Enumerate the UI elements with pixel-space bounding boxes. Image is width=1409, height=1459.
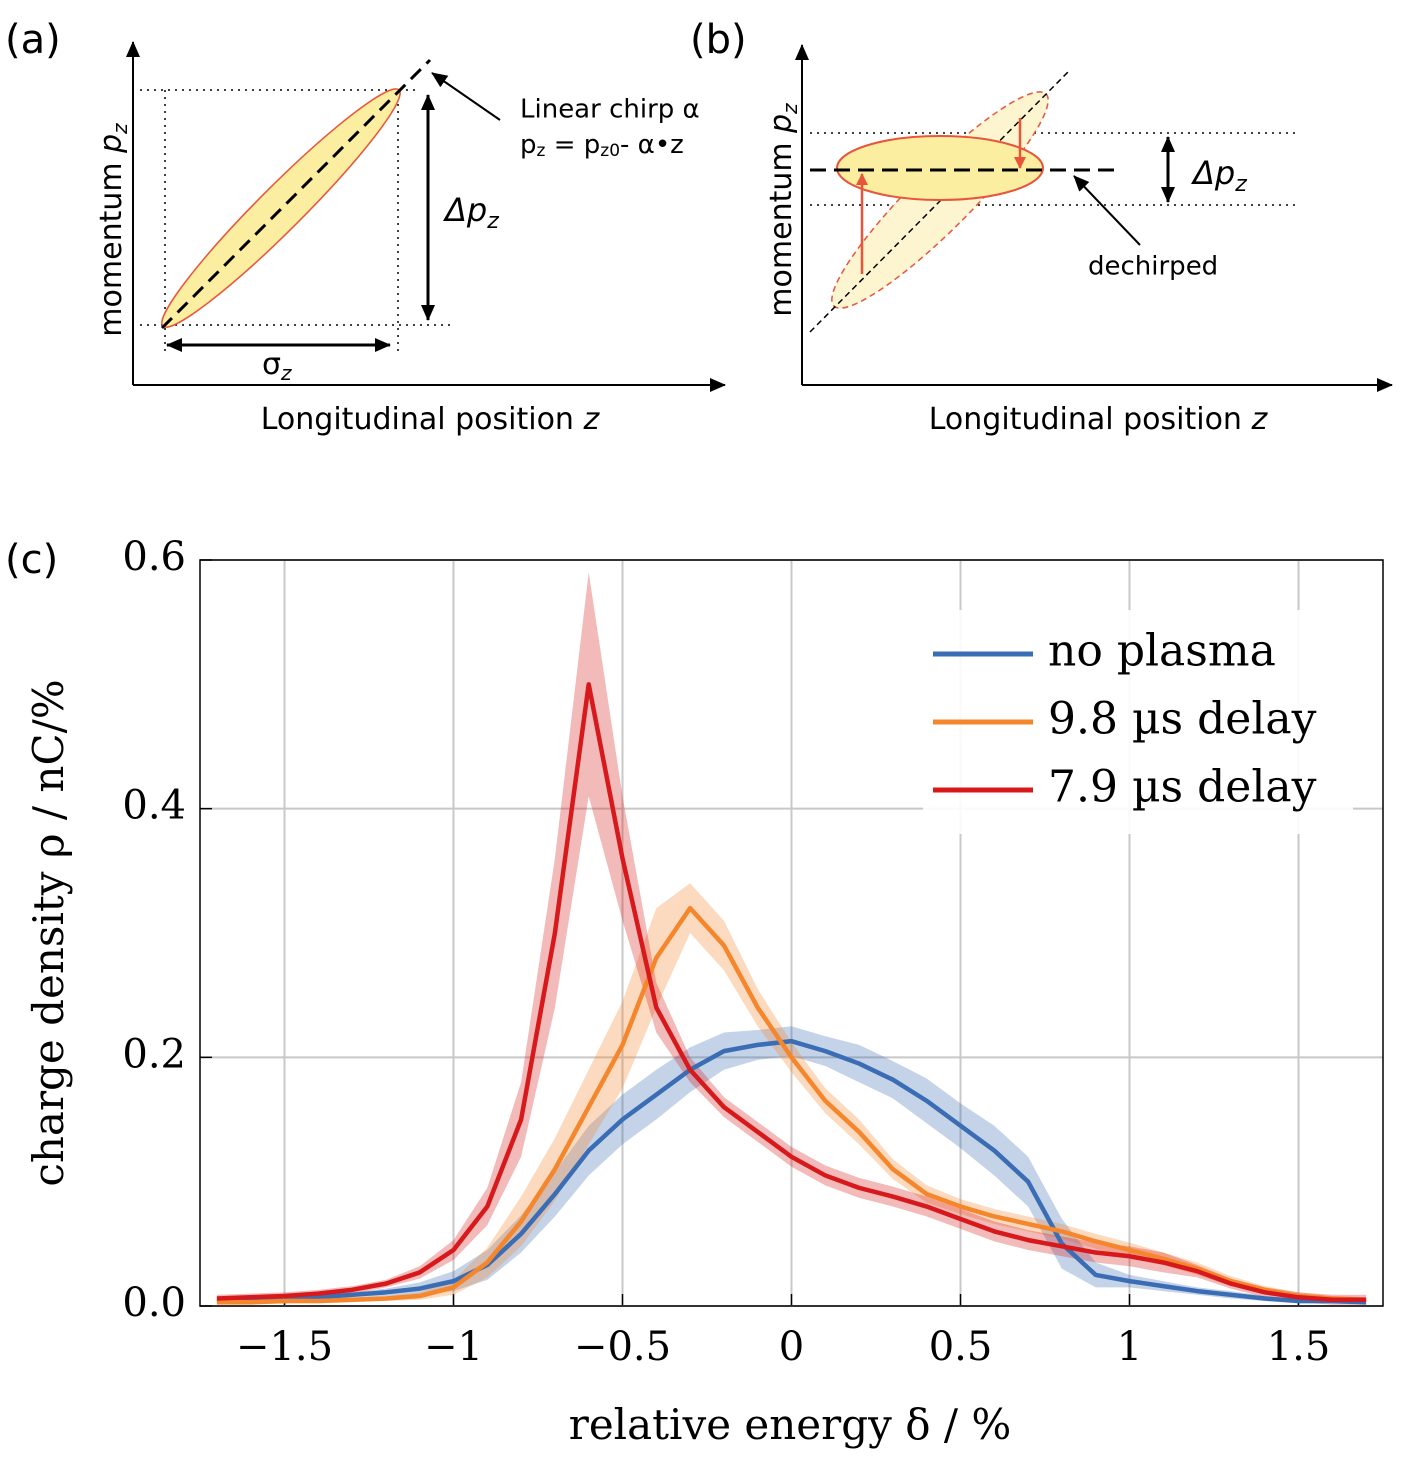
length-label: σz xyxy=(262,347,292,385)
error-band xyxy=(216,1026,1367,1305)
legend-label: no plasma xyxy=(1048,626,1276,677)
y-tick-label: 0.4 xyxy=(122,783,186,829)
panel-label: (c) xyxy=(5,537,58,583)
diagram-b: (b) Δpz dechirped momentum pz Longitudin… xyxy=(690,17,1393,437)
x-tick-label: 1.5 xyxy=(1267,1324,1331,1370)
x-axis-label: relative energy δ / % xyxy=(569,1400,1012,1449)
x-tick-label: 0 xyxy=(779,1324,804,1370)
panel-label: (b) xyxy=(690,17,747,63)
y-axis-label: charge density ρ / nC/% xyxy=(24,679,73,1186)
beam-ellipse xyxy=(161,88,401,328)
series-line xyxy=(216,682,1367,1303)
diagram-a: (a) Linear chirp α pz = pz0- α•z Δpz σz … xyxy=(5,17,726,437)
x-axis-label: Longitudinal position z xyxy=(261,402,601,437)
pointer-arrow xyxy=(1073,175,1141,246)
series-line xyxy=(216,1038,1367,1305)
annotation: Linear chirp α xyxy=(520,95,700,125)
panel-label: (a) xyxy=(5,17,61,63)
chirp-line xyxy=(160,58,432,330)
y-tick-label: 0.6 xyxy=(122,534,186,580)
x-axis-label: Longitudinal position z xyxy=(929,402,1269,437)
legend-label: 9.8 µs delay xyxy=(1048,694,1317,745)
series-line xyxy=(216,905,1367,1305)
x-tick-label: −0.5 xyxy=(574,1324,671,1370)
guide-lines xyxy=(140,89,455,355)
chirp-line xyxy=(809,71,1069,333)
annotation: dechirped xyxy=(1088,252,1218,282)
spread-label: Δpz xyxy=(1190,154,1247,197)
y-tick-label: 0.0 xyxy=(122,1280,186,1326)
chart: (c) charge density ρ / nC/% relative ene… xyxy=(5,534,1384,1449)
y-axis-label: momentum pz xyxy=(94,123,132,337)
beam-ellipse xyxy=(836,135,1044,201)
annotation-formula: pz = pz0- α•z xyxy=(520,130,684,162)
pointer-arrow xyxy=(431,72,501,121)
x-tick-label: −1.5 xyxy=(236,1324,333,1370)
x-tick-label: −1 xyxy=(424,1324,483,1370)
plot-frame xyxy=(199,559,1384,1307)
spread-label: Δpz xyxy=(442,191,499,234)
y-tick-label: 0.2 xyxy=(122,1031,186,1077)
legend-label: 7.9 µs delay xyxy=(1048,762,1317,813)
x-tick-label: 1 xyxy=(1117,1324,1142,1370)
y-axis-label: momentum pz xyxy=(764,103,802,317)
x-tick-label: 0.5 xyxy=(929,1324,993,1370)
